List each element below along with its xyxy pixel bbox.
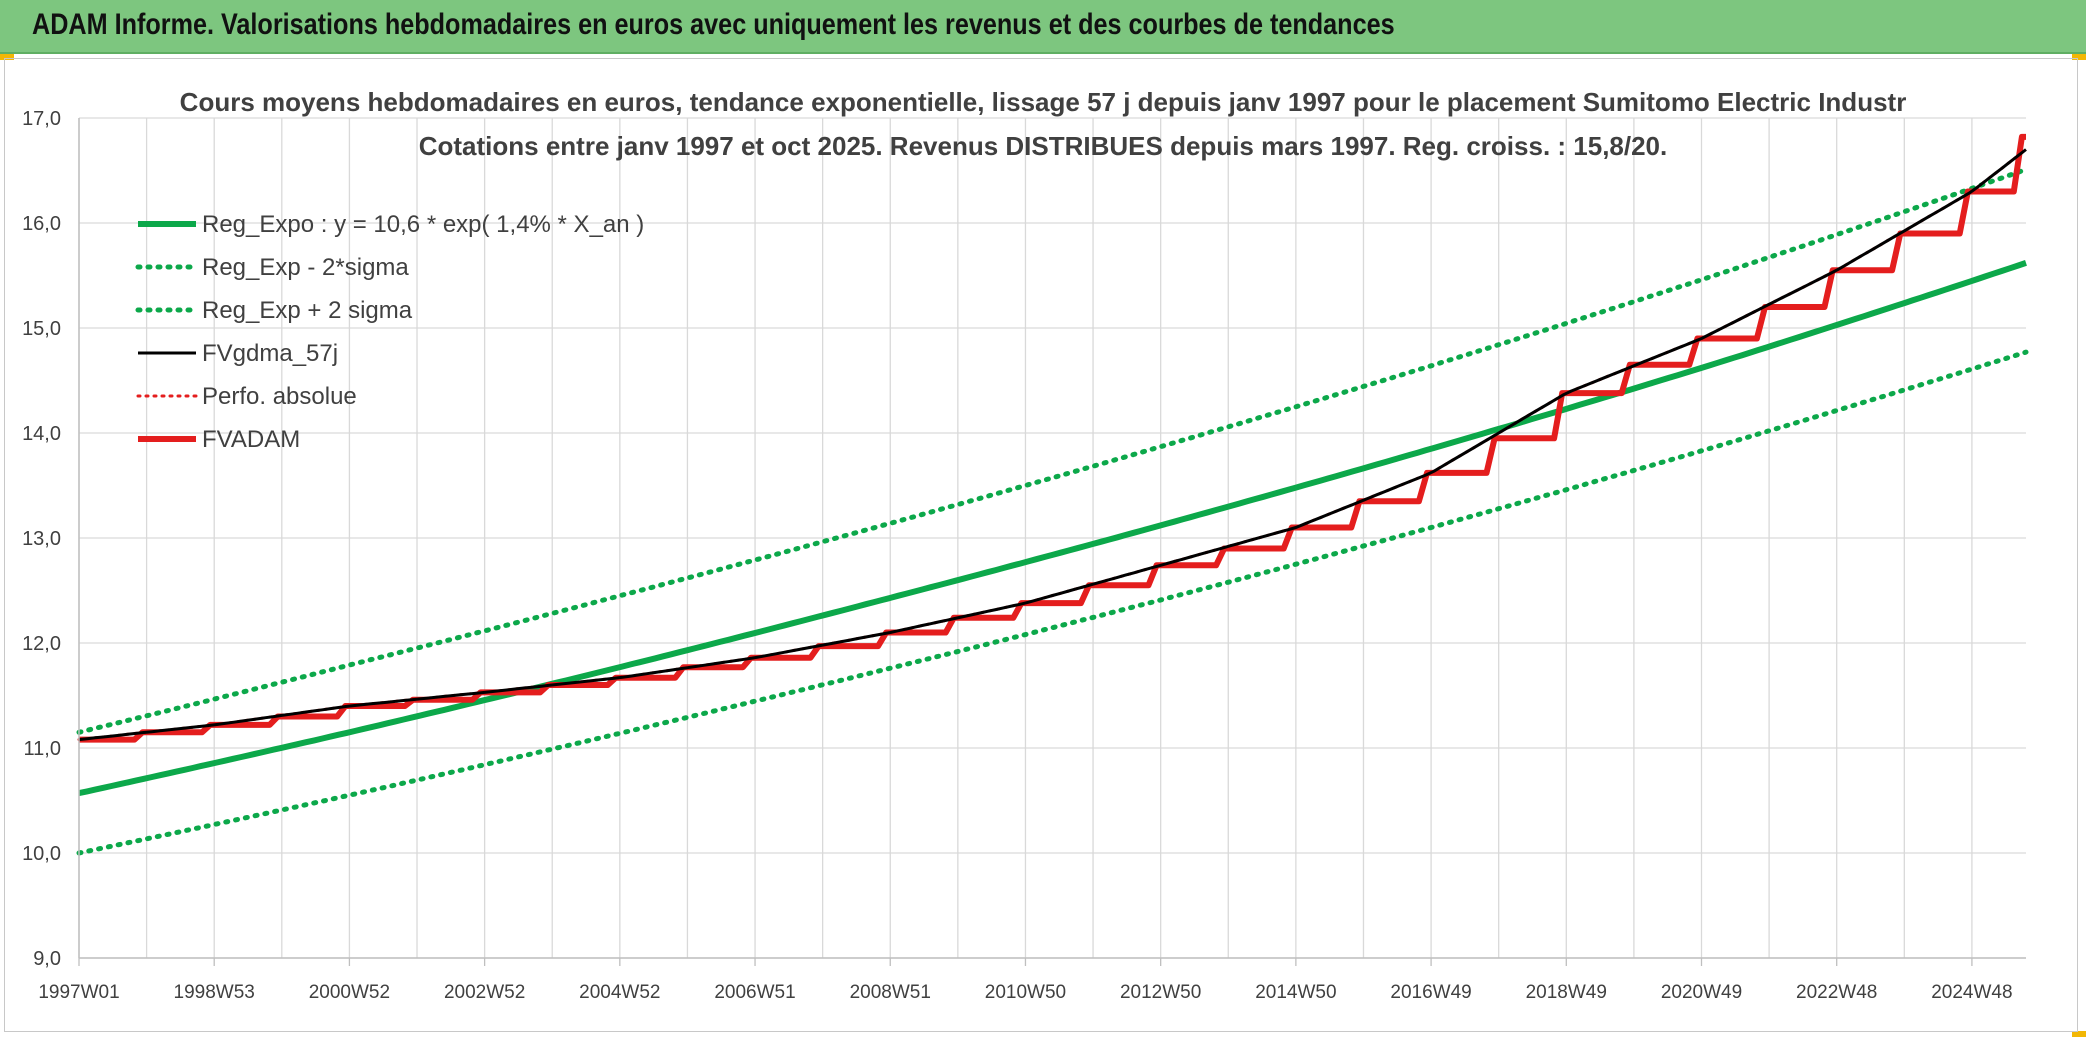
x-tick-label: 2004W52	[579, 982, 660, 1003]
legend: Reg_Expo : y = 10,6 * exp( 1,4% * X_an )…	[135, 211, 644, 453]
x-tick-label: 1997W01	[38, 982, 119, 1003]
x-tick-label: 2024W48	[1931, 982, 2012, 1003]
legend-label: Reg_Exp + 2 sigma	[202, 297, 413, 324]
chart-title: Cours moyens hebdomadaires en euros, ten…	[180, 87, 1907, 117]
corner-accent-left	[0, 54, 14, 60]
y-tick-label: 15,0	[22, 318, 61, 340]
corner-accent-bottom-right	[2072, 1031, 2086, 1037]
grid-layer	[78, 117, 2026, 959]
y-tick-label: 13,0	[22, 528, 61, 550]
chart-frame	[4, 58, 2078, 1032]
x-tick-label: 2012W50	[1120, 982, 1201, 1003]
legend-label: Reg_Expo : y = 10,6 * exp( 1,4% * X_an )	[202, 211, 644, 238]
series-line-fvgdma-57j	[78, 148, 2027, 742]
series-line-reg-expo-y-10-6-exp-1-4-x-an	[78, 260, 2027, 797]
y-tick-label: 17,0	[22, 108, 61, 130]
y-tick-label: 9,0	[33, 948, 61, 970]
legend-label: Perfo. absolue	[202, 383, 357, 410]
y-tick-label: 16,0	[22, 213, 61, 235]
x-tick-label: 2008W51	[850, 982, 931, 1003]
legend-label: FVgdma_57j	[202, 340, 338, 367]
series-layer	[76, 133, 2029, 856]
series-line-reg-exp-2-sigma	[76, 349, 2029, 856]
x-tick-label: 2006W51	[714, 982, 795, 1003]
chart-subtitle: Cotations entre janv 1997 et oct 2025. R…	[419, 131, 1668, 161]
x-tick-label: 2002W52	[444, 982, 525, 1003]
axis-layer: 9,0 10,0 11,0 12,0 13,0 14,0 15,0 16,0 17,0 1997W…	[22, 108, 2026, 1003]
y-tick-label: 14,0	[22, 423, 61, 445]
series-line-perfo-absolue	[77, 148, 2028, 742]
y-tick-label: 10,0	[22, 843, 61, 865]
series-line-reg-exp-2-sigma	[76, 166, 2029, 735]
y-tick-label: 11,0	[24, 738, 61, 760]
corner-accent-right	[2072, 54, 2086, 60]
report-header: ADAM Informe. Valorisations hebdomadaire…	[0, 0, 2086, 54]
x-tick-label: 2000W52	[309, 982, 390, 1003]
x-tick-label: 2020W49	[1661, 982, 1742, 1003]
x-tick-label: 1998W53	[174, 982, 255, 1003]
legend-label: Reg_Exp - 2*sigma	[202, 254, 409, 281]
x-tick-label: 2018W49	[1526, 982, 1607, 1003]
report-title: ADAM Informe. Valorisations hebdomadaire…	[32, 8, 1395, 41]
y-tick-label: 12,0	[22, 633, 61, 655]
x-tick-label: 2010W50	[985, 982, 1066, 1003]
x-tick-label: 2014W50	[1255, 982, 1336, 1003]
x-tick-label: 2016W49	[1390, 982, 1471, 1003]
legend-label: FVADAM	[202, 426, 300, 453]
x-tick-label: 2022W48	[1796, 982, 1877, 1003]
